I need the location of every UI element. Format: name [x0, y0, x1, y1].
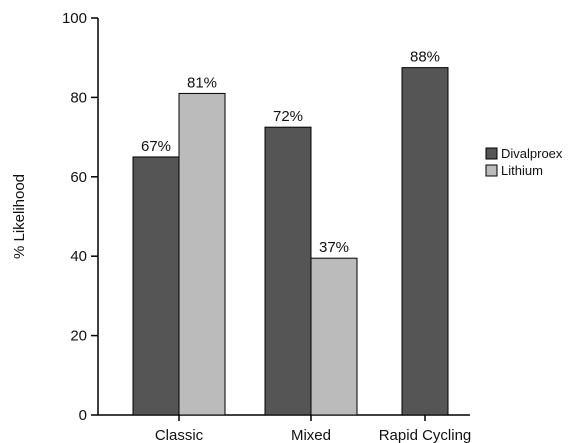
bar-value-label: 81%: [187, 74, 217, 91]
bar-divalproex-classic: [132, 156, 180, 416]
y-tick-label: 60: [70, 169, 87, 186]
x-category-label: Classic: [155, 427, 204, 443]
y-tick-label: 100: [62, 10, 87, 27]
bar-value-label: 67%: [141, 138, 171, 155]
bar-lithium-mixed: [310, 257, 358, 416]
bars: [132, 67, 449, 416]
y-axis-title: % Likelihood: [11, 174, 28, 259]
bar-lithium-classic: [178, 92, 226, 416]
y-tick-label: 20: [70, 328, 87, 345]
bar-value-label: 88%: [410, 49, 440, 66]
x-category-label: Rapid Cycling: [379, 427, 472, 443]
x-category-label: Mixed: [291, 427, 331, 443]
y-tick-label: 0: [79, 407, 87, 424]
y-tick-label: 40: [70, 248, 87, 265]
legend-label-divalproex: Divalproex: [501, 146, 563, 161]
legend-label-lithium: Lithium: [501, 163, 543, 178]
bar-value-label: 37%: [319, 239, 349, 256]
category-labels: Classic Mixed Rapid Cycling: [155, 427, 471, 443]
y-tick-label: 80: [70, 89, 87, 106]
legend-swatch-lithium: [485, 164, 498, 177]
bar-divalproex-mixed: [264, 126, 312, 416]
legend: Divalproex Lithium: [485, 146, 563, 178]
bar-labels: 67% 81% 72% 37% 88%: [141, 49, 440, 257]
legend-swatch-divalproex: [485, 147, 498, 160]
bar-value-label: 72%: [273, 108, 303, 125]
bar-divalproex-rapid-cycling: [401, 67, 449, 416]
